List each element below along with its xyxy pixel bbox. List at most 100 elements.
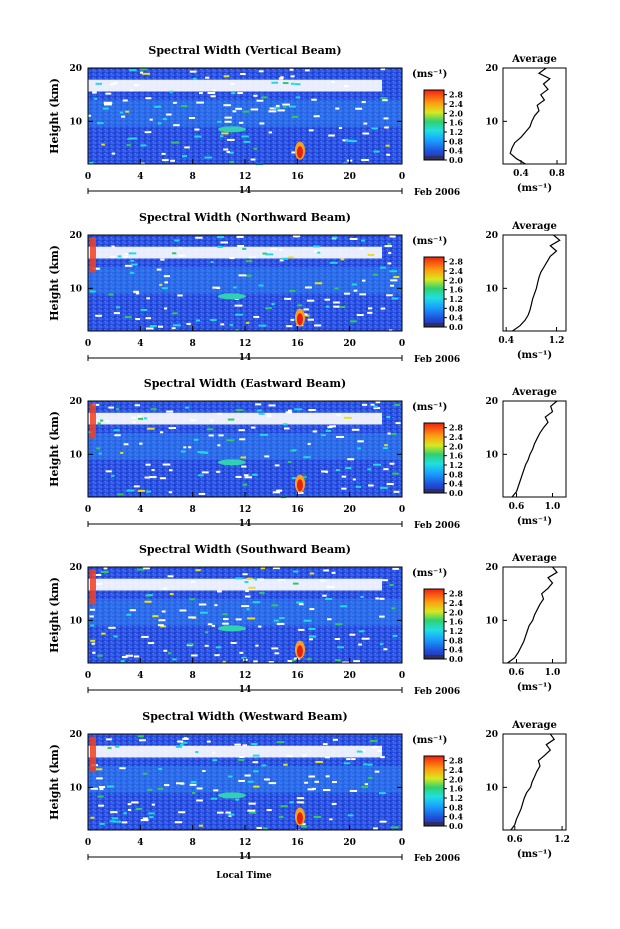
heatmap-speckle [274, 464, 280, 467]
heatmap-speckle [249, 811, 257, 814]
heatmap-speckle [100, 419, 104, 422]
heatmap-speckle [210, 419, 214, 422]
colorbar-tick-label: 2.8 [449, 756, 463, 766]
heatmap-speckle [210, 318, 217, 321]
heatmap-speckle [107, 785, 115, 788]
heatmap-speckle [391, 432, 397, 435]
heatmap-speckle [369, 740, 378, 743]
average-x-tick-label: 1.2 [554, 835, 570, 845]
colorbar-tick-label: 2.8 [449, 423, 463, 433]
heatmap-speckle [162, 159, 169, 162]
heatmap-speckle [216, 590, 222, 593]
colorbar-tick-label: 2.8 [449, 90, 463, 100]
heatmap-speckle [248, 586, 256, 589]
colorbar-tick-label: 1.6 [449, 451, 463, 461]
heatmap-speckle [125, 654, 133, 657]
heatmap-speckle [221, 132, 229, 135]
heatmap-speckle [319, 579, 326, 582]
panel-3: Spectral Width (Eastward Beam) 10 20 Height… [48, 377, 567, 531]
heatmap-speckle [98, 786, 105, 789]
heatmap-speckle [284, 297, 292, 300]
heatmap-speckle [103, 101, 112, 104]
colorbar-tick-label: 0.8 [449, 802, 463, 812]
average-frame [502, 400, 567, 498]
heatmap-speckle [108, 626, 116, 629]
heatmap-speckle [204, 644, 209, 647]
average-profile-line [511, 400, 558, 498]
heatmap-speckle [296, 801, 304, 804]
heatmap-speckle [291, 659, 296, 662]
heatmap-speckle [289, 289, 296, 292]
heatmap-speckle [239, 651, 244, 654]
heatmap-speckle [265, 253, 274, 256]
date-day-label: 14 [239, 685, 252, 695]
heatmap-speckle [252, 754, 260, 757]
x-tick-label: 20 [343, 339, 356, 349]
heatmap-speckle [351, 428, 360, 431]
average-x-tick-label: 1.0 [545, 668, 561, 678]
heatmap-speckle [375, 597, 379, 600]
heatmap-speckle [361, 786, 369, 789]
heatmap-speckle [117, 255, 122, 258]
heatmap-speckle [119, 111, 124, 114]
heatmap-speckle [235, 313, 243, 316]
x-tick-label: 16 [291, 505, 304, 515]
heatmap-speckle [279, 617, 285, 620]
heatmap-speckle [351, 283, 357, 286]
heatmap-speckle [309, 572, 315, 575]
heatmap-speckle [242, 573, 248, 576]
heatmap-speckle [335, 469, 341, 472]
heatmap-speckle [303, 456, 311, 459]
colorbar-tick-label: 0.0 [449, 488, 463, 498]
heatmap-speckle [331, 571, 336, 574]
average-xlabel: (ms⁻¹) [517, 516, 552, 527]
heatmap-speckle [145, 317, 152, 320]
heatmap-speckle [220, 135, 224, 138]
heatmap-speckle [129, 69, 137, 72]
colorbar-unit: (ms⁻¹) [412, 402, 447, 413]
heatmap-speckle [167, 575, 174, 578]
heatmap-speckle [192, 78, 197, 81]
heatmap-speckle [256, 99, 264, 102]
heatmap-speckle [212, 286, 220, 289]
heatmap-speckle [157, 122, 162, 125]
heatmap-speckle [122, 99, 128, 102]
heatmap-speckle [355, 485, 361, 488]
heatmap-speckle [297, 304, 303, 307]
heatmap-speckle [116, 306, 121, 309]
heatmap-speckle [368, 484, 374, 487]
heatmap-speckle [188, 116, 195, 119]
heatmap-speckle [271, 647, 279, 650]
heatmap-speckle [235, 618, 242, 621]
heatmap-speckle [276, 741, 285, 744]
heatmap-speckle [298, 603, 304, 606]
heatmap-speckle [387, 432, 391, 435]
heatmap-feature-layer [217, 126, 246, 133]
heatmap-speckle [168, 469, 173, 472]
heatmap-speckle [373, 407, 381, 410]
x-tick-label: 4 [137, 838, 143, 848]
heatmap-speckle [172, 324, 181, 327]
heatmap-speckle [137, 415, 142, 418]
x-tick-label: 8 [190, 838, 196, 848]
average-xlabel: (ms⁻¹) [517, 849, 552, 860]
x-tick-label: 12 [239, 505, 252, 515]
heatmap-speckle [235, 577, 243, 580]
heatmap-speckle [164, 281, 168, 284]
heatmap-speckle [113, 635, 118, 638]
heatmap-speckle [327, 618, 332, 621]
heatmap-speckle [308, 627, 316, 630]
colorbar-tick-label: 1.6 [449, 285, 463, 295]
heatmap-speckle [180, 105, 188, 108]
heatmap-speckle [169, 593, 174, 596]
heatmap-speckle [142, 772, 148, 775]
heatmap-speckle [123, 256, 128, 259]
heatmap-speckle [337, 646, 344, 649]
colorbar-tick-label: 1.2 [449, 127, 463, 137]
heatmap-speckle [278, 77, 284, 80]
heatmap-speckle [89, 615, 94, 618]
heatmap-speckle [379, 615, 385, 618]
heatmap-speckle [248, 802, 256, 805]
heatmap-speckle [222, 613, 228, 616]
heatmap-speckle [388, 252, 392, 255]
